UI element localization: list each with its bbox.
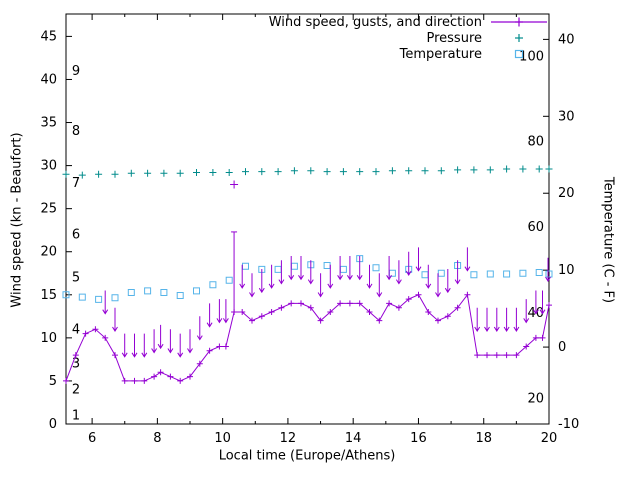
beaufort-scale-label: 6 [72, 228, 80, 243]
y-left-tick-label: 40 [40, 72, 57, 87]
legend-label-wind: Wind speed, gusts, and direction [268, 14, 482, 30]
legend-label-temperature: Temperature [399, 46, 482, 62]
fahrenheit-scale-label: 60 [527, 220, 544, 235]
x-tick-label: 12 [280, 431, 297, 446]
y-axis-label-left: Wind speed (kn - Beaufort) [9, 132, 25, 308]
beaufort-scale-label: 4 [72, 322, 80, 337]
beaufort-scale-label: 3 [72, 357, 80, 372]
beaufort-scale-label: 1 [72, 408, 80, 423]
y-left-tick-label: 20 [40, 245, 57, 260]
plot-border [65, 13, 550, 425]
legend-label-pressure: Pressure [426, 30, 482, 46]
x-tick-label: 6 [88, 431, 96, 446]
x-axis-label: Local time (Europe/Athens) [218, 448, 396, 464]
wind-point-markers [63, 291, 552, 384]
chart-legend: Wind speed, gusts, and direction Pressur… [269, 14, 548, 62]
y-left-tick-label: 5 [49, 374, 57, 389]
y-right-tick-label: 0 [558, 340, 566, 355]
pressure-markers [62, 165, 553, 179]
beaufort-scale-label: 7 [72, 176, 80, 191]
y-right-tick-label: 10 [558, 263, 575, 278]
y-left-tick-label: 15 [40, 288, 57, 303]
gust-peak-marker [230, 180, 239, 189]
y-left-tick-label: 35 [40, 116, 57, 131]
legend-item-pressure: Pressure [269, 30, 548, 46]
wind-speed-line [65, 293, 550, 382]
temperature-square-marker-icon [514, 49, 524, 59]
y-left-tick-label: 45 [40, 29, 57, 44]
y-left-tick-label: 25 [40, 202, 57, 217]
x-tick-label: 18 [475, 431, 492, 446]
legend-item-wind: Wind speed, gusts, and direction [269, 14, 548, 30]
fahrenheit-scale-label: 80 [527, 135, 544, 150]
fahrenheit-scale-label: 20 [527, 392, 544, 407]
y-right-tick-label: 40 [558, 32, 575, 47]
beaufort-scale-label: 9 [72, 64, 80, 79]
y-right-tick-label: 30 [558, 109, 575, 124]
beaufort-scale-label: 8 [72, 124, 80, 139]
wind-line-marker-icon [491, 17, 547, 27]
legend-item-temperature: Temperature [269, 46, 548, 62]
wind-direction-arrows [102, 247, 551, 358]
y-right-tick-label: 20 [558, 186, 575, 201]
beaufort-scale-label: 5 [72, 271, 80, 286]
x-tick-label: 8 [153, 431, 161, 446]
fahrenheit-scale-label: 100 [519, 49, 544, 64]
y-left-tick-label: 30 [40, 159, 57, 174]
x-tick-label: 16 [410, 431, 427, 446]
pressure-plus-marker-icon [515, 34, 523, 42]
y-left-tick-label: 10 [40, 331, 57, 346]
temperature-markers [62, 255, 553, 303]
x-tick-label: 20 [541, 431, 558, 446]
y-right-tick-label: -10 [558, 417, 579, 432]
y-left-tick-label: 0 [49, 417, 57, 432]
y-axis-label-right: Temperature (C - F) [600, 176, 616, 304]
x-tick-label: 14 [345, 431, 362, 446]
x-tick-label: 10 [214, 431, 231, 446]
beaufort-scale-label: 2 [72, 383, 80, 398]
